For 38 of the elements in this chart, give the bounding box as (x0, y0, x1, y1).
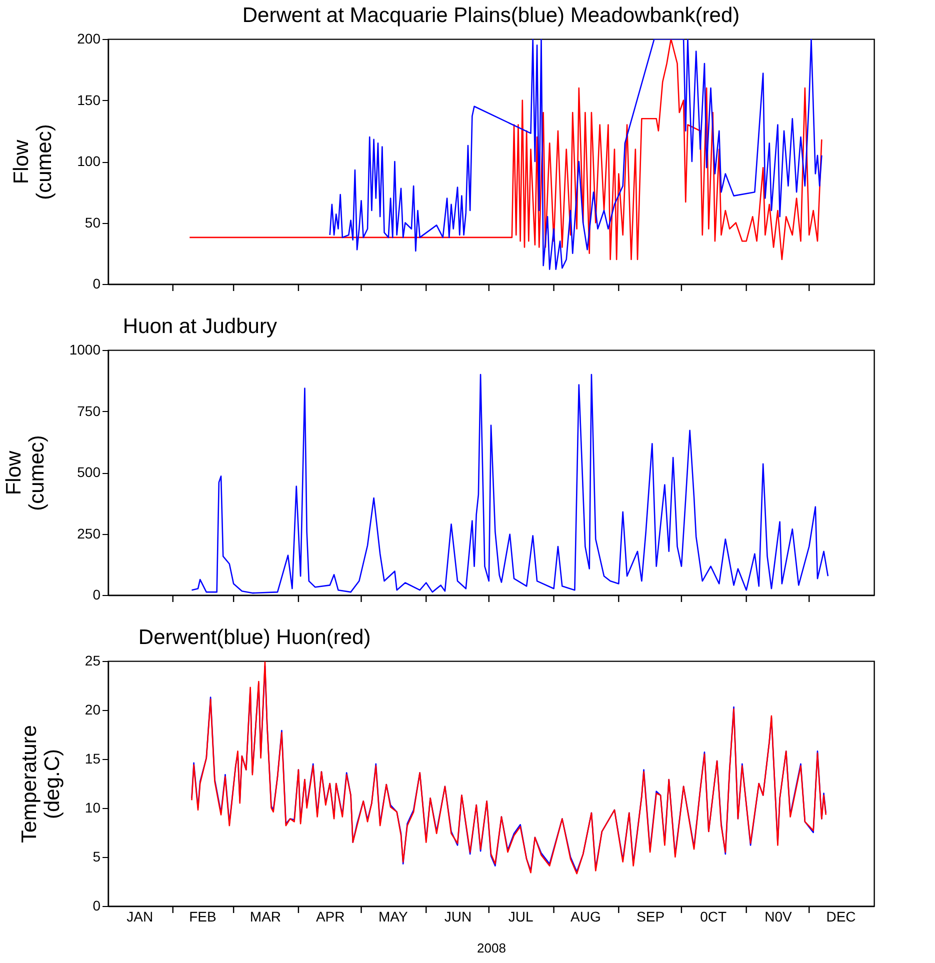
y-tick-label: 5 (92, 848, 101, 864)
x-tick-label: AUG (570, 908, 601, 924)
y-axis-title: Flow (cumec) (10, 124, 56, 200)
x-tick-label: SEP (636, 908, 665, 924)
x-tick-label: N0V (764, 908, 793, 924)
y-tick-label: 10 (84, 800, 101, 816)
y-tick-label: 0 (92, 898, 101, 914)
y-tick-label: 150 (77, 92, 101, 108)
y-axis-title: Temperature (deg.C) (18, 725, 64, 843)
y-tick-label: 200 (77, 30, 101, 46)
y-tick-label: 25 (84, 652, 101, 668)
x-tick-label: JAN (126, 908, 154, 924)
y-tick-label: 750 (77, 402, 101, 419)
x-tick-label: 0CT (700, 908, 728, 924)
y-tick-label: 500 (77, 464, 101, 480)
y-tick-label: 20 (84, 702, 101, 718)
y-tick-label: 250 (77, 525, 101, 542)
y-tick-label: 50 (84, 214, 101, 230)
y-tick-label: 100 (77, 153, 101, 169)
x-tick-label: DEC (826, 908, 856, 924)
y-tick-label: 1000 (69, 342, 101, 358)
x-tick-label: APR (316, 908, 345, 924)
x-tick-label: JUL (508, 908, 534, 924)
x-tick-label: JUN (444, 908, 472, 924)
y-axis-title: Flow (cumec) (2, 435, 48, 511)
y-tick-label: 15 (84, 750, 101, 766)
y-tick-label: 0 (92, 276, 101, 292)
chart-title: Derwent(blue) Huon(red) (138, 626, 371, 649)
x-tick-label: MAY (378, 908, 408, 924)
line-series (188, 39, 822, 260)
chart-title: Derwent at Macquarie Plains(blue) Meadowbank(red) (242, 4, 740, 27)
y-tick-label: 0 (92, 586, 101, 602)
line-series (329, 39, 822, 270)
x-axis-title: 2008 (477, 940, 506, 956)
x-tick-label: MAR (250, 908, 282, 924)
chart-title: Huon at Judbury (122, 315, 278, 338)
x-tick-label: FEB (189, 908, 216, 924)
line-series (191, 374, 829, 594)
